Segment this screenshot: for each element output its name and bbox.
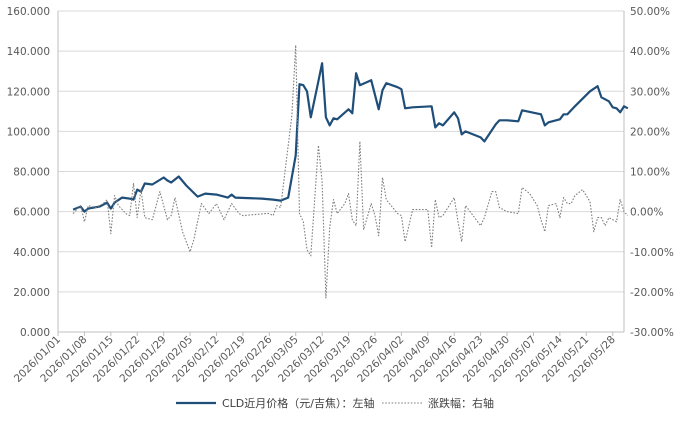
left-axis-tick-label: 120.000 — [7, 86, 50, 98]
series — [72, 44, 629, 299]
right-axis-tick-label: 10.00% — [630, 167, 670, 179]
right-axis-tick-label: -10.00% — [630, 247, 674, 259]
left-axis-tick-label: 20.000 — [13, 287, 50, 299]
left-axis-tick-label: 140.000 — [7, 46, 50, 58]
right-axis-tick-label: 50.00% — [630, 6, 670, 18]
legend-item: CLD近月价格（元/吉焦）：左轴 — [176, 396, 375, 410]
left-axis-tick-label: 100.000 — [7, 126, 50, 138]
right-axis-tick-label: -20.00% — [630, 287, 674, 299]
left-axis-tick-label: 60.000 — [13, 207, 50, 219]
legend-label: CLD近月价格（元/吉焦）：左轴 — [222, 396, 375, 410]
right-axis-tick-label: 40.00% — [630, 46, 670, 58]
left-axis-tick-label: 160.000 — [7, 6, 50, 18]
axes: 0.000 20.000 40.000 60.000 80.000 100.000 120.… — [7, 6, 674, 385]
left-axis-tick-label: 40.000 — [13, 247, 50, 259]
left-axis-tick-label: 0.000 — [20, 327, 50, 339]
cld-price-series-line — [72, 62, 629, 213]
legend: CLD近月价格（元/吉焦）：左轴 涨跌幅：右轴 — [176, 396, 494, 410]
right-axis-tick-label: -30.00% — [630, 327, 674, 339]
legend-item: 涨跌幅：右轴 — [382, 396, 494, 410]
right-axis-tick-label: 20.00% — [630, 126, 670, 138]
gridlines — [58, 10, 624, 293]
right-axis-tick-label: 30.00% — [630, 86, 670, 98]
left-axis-tick-label: 80.000 — [13, 167, 50, 179]
legend-label: 涨跌幅：右轴 — [428, 396, 494, 410]
right-axis-tick-label: 0.00% — [630, 207, 663, 219]
change-pct-series-line — [72, 44, 629, 299]
